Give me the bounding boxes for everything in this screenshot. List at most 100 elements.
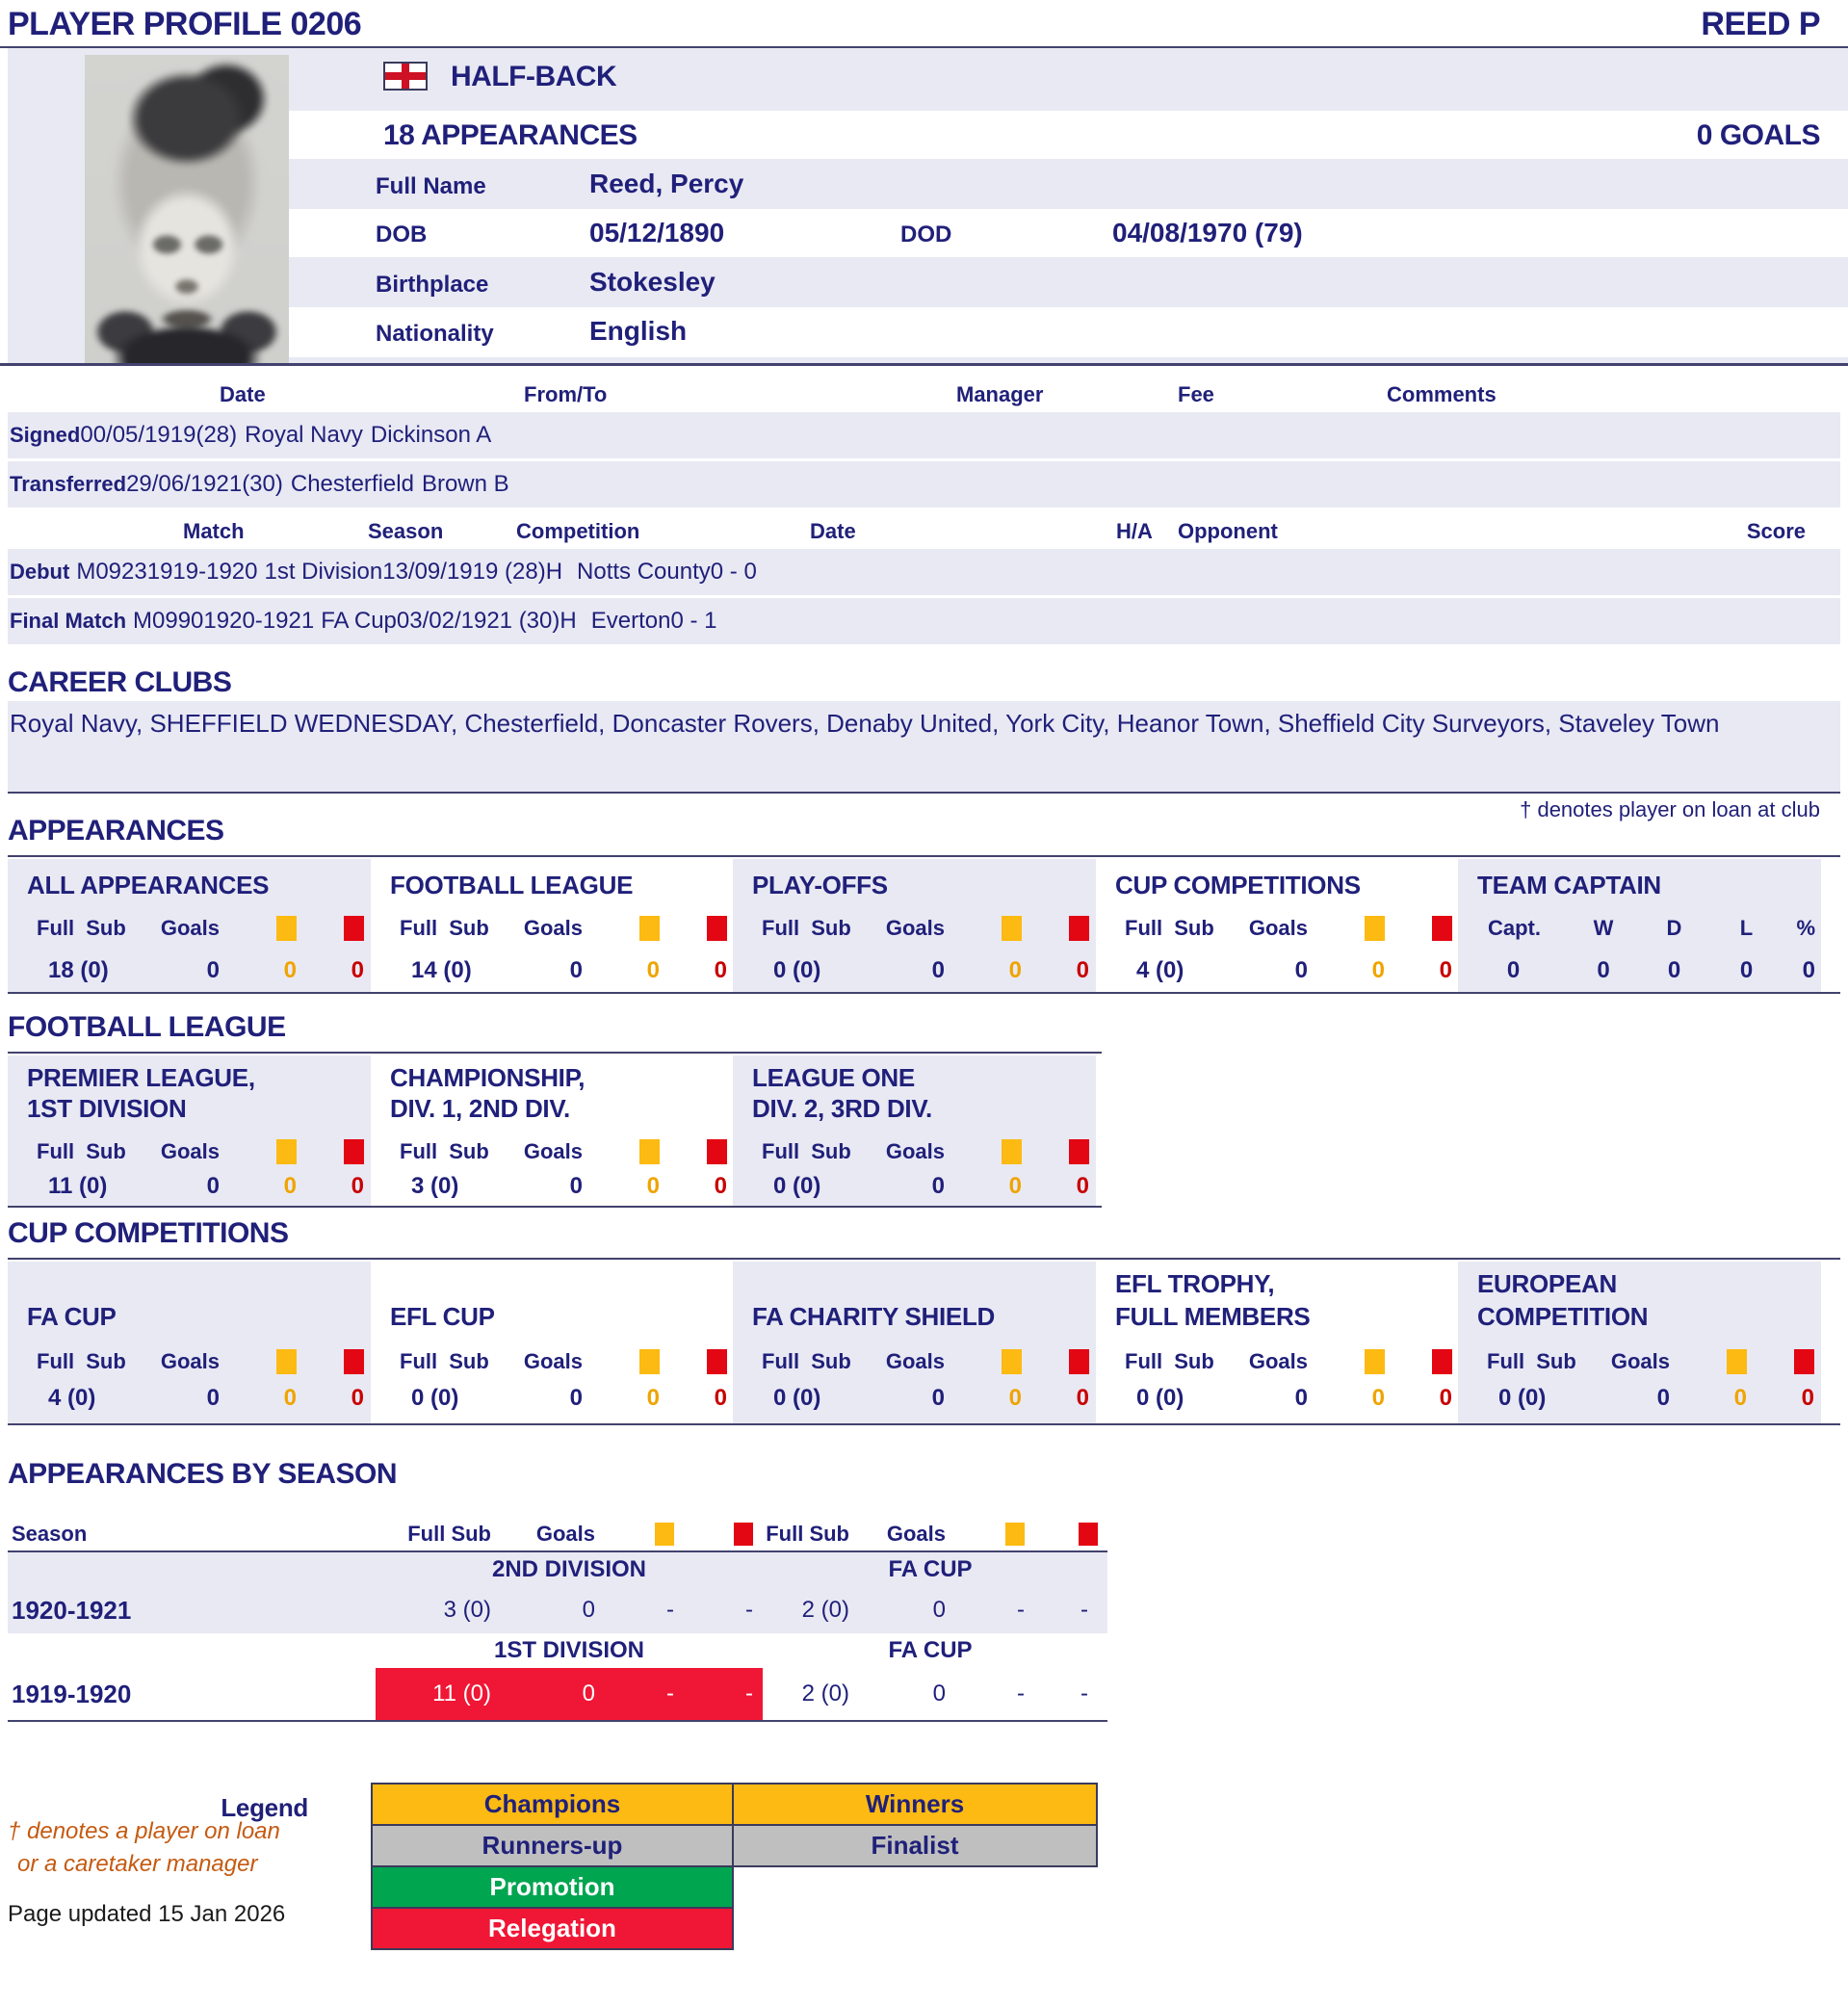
final-competition: FA Cup	[321, 608, 397, 634]
red-card-icon	[344, 916, 364, 941]
red-card-icon	[1432, 916, 1452, 941]
row-label: Transferred	[10, 472, 127, 496]
appearances-rule	[8, 855, 1840, 857]
goals-header: Goals	[1610, 1349, 1670, 1373]
page-title: PLAYER PROFILE 0206	[8, 6, 362, 42]
dod-label: DOD	[900, 221, 952, 247]
full-name-value: Reed, Percy	[589, 169, 744, 198]
yellow-value: 0	[646, 957, 660, 983]
red-value: 0	[1076, 1173, 1089, 1199]
cup-yellow: -	[1017, 1680, 1025, 1706]
by-season-heading: APPEARANCES BY SEASON	[8, 1458, 398, 1490]
d-value: 0	[1667, 957, 1681, 983]
full-sub-value: 4 (0)	[1136, 957, 1184, 983]
stat-block-championship-div2: CHAMPIONSHIP, DIV. 1, 2ND DIV. Full Sub …	[371, 1055, 734, 1206]
final-opponent: Everton	[590, 608, 671, 634]
goals-value: 0	[1656, 1385, 1670, 1411]
red-card-icon	[707, 1349, 727, 1374]
league-full-sub: 11 (0)	[432, 1680, 491, 1706]
w-value: 0	[1597, 957, 1610, 983]
block-title-line2: 1ST DIVISION	[27, 1094, 187, 1123]
w-header: W	[1593, 916, 1614, 940]
l-header: L	[1739, 916, 1754, 940]
col-score: Score	[1746, 519, 1806, 543]
cup-competitions-rule	[8, 1258, 1840, 1260]
block-title-line2: DIV. 2, 3RD DIV.	[752, 1094, 932, 1123]
red-value: 0	[714, 957, 727, 983]
red-value: 0	[1439, 957, 1452, 983]
block-title: ALL APPEARANCES	[27, 871, 270, 899]
league-yellow: -	[666, 1597, 674, 1623]
yellow-value: 0	[646, 1385, 660, 1411]
goals-value: 0	[206, 1173, 220, 1199]
yellow-value: 0	[1371, 1385, 1385, 1411]
block-title-line1: CHAMPIONSHIP,	[390, 1063, 586, 1092]
red-card-icon	[1079, 1523, 1098, 1546]
full-sub-header: Full Sub	[762, 916, 851, 940]
title-divider	[0, 46, 1848, 48]
season-row: 1919-1920 11 (0) 0 - - 2 (0) 0 - -	[8, 1668, 1107, 1720]
goals-header: Goals	[160, 1139, 220, 1163]
profile-panel	[8, 48, 1848, 364]
transfer-header-row: Date From/To Manager Fee Comments	[8, 379, 1840, 410]
block-title: FOOTBALL LEAGUE	[390, 871, 634, 899]
goals-header: Goals	[1248, 916, 1308, 940]
col-match-date: Date	[810, 519, 856, 543]
block-title-line1: EFL TROPHY,	[1115, 1269, 1275, 1298]
red-value: 0	[1439, 1385, 1452, 1411]
final-date: 03/02/1921 (30)	[396, 608, 560, 634]
row-label: Signed	[10, 423, 81, 447]
block-title: CUP COMPETITIONS	[1115, 871, 1361, 899]
col-competition: Competition	[516, 519, 640, 543]
block-title-line2: FA CHARITY SHIELD	[752, 1302, 996, 1331]
transferred-manager: Brown B	[421, 471, 509, 497]
yellow-card-icon	[1005, 1523, 1025, 1546]
appearances-heading: APPEARANCES	[8, 815, 224, 847]
goals-header: Goals	[523, 1139, 583, 1163]
season-label: 1919-1920	[12, 1679, 132, 1708]
goals-value: 0	[1294, 957, 1308, 983]
pct-header: %	[1796, 916, 1815, 940]
legend-finalist: Finalist	[732, 1824, 1098, 1867]
debut-competition: 1st Division	[264, 559, 383, 585]
col-fee: Fee	[1178, 382, 1214, 406]
football-league-rule	[8, 1052, 1102, 1054]
loan-note: † denotes player on loan at club	[1520, 797, 1820, 821]
season-row: 1920-1921 3 (0) 0 - - 2 (0) 0 - -	[8, 1587, 1107, 1633]
goals-value: 0	[1294, 1385, 1308, 1411]
goals-value: 0	[206, 957, 220, 983]
stat-block-fa-cup: FA CUP Full Sub Goals 4 (0) 0 0 0	[8, 1262, 371, 1423]
red-card-icon	[1432, 1349, 1452, 1374]
goals-header: Goals	[885, 916, 945, 940]
cup-red: -	[1080, 1597, 1088, 1623]
red-card-icon	[1069, 1139, 1089, 1164]
stat-block-football-league: FOOTBALL LEAGUE Full Sub Goals 14 (0) 0 …	[371, 859, 734, 992]
league-full-sub: 3 (0)	[443, 1597, 491, 1623]
match-row-debut: Debut M0923 1919-1920 1st Division 13/09…	[8, 549, 1840, 595]
season-col-header: Season	[12, 1522, 88, 1546]
full-name-label: Full Name	[376, 173, 486, 199]
england-flag-icon	[383, 62, 428, 91]
legend-runners-up: Runners-up	[371, 1824, 734, 1867]
league-red: -	[745, 1680, 753, 1706]
debut-ha: H	[545, 559, 563, 585]
full-sub-value: 0 (0)	[1136, 1385, 1184, 1411]
cup-goals: 0	[932, 1680, 946, 1706]
pct-value: 0	[1802, 957, 1815, 983]
full-sub-value: 11 (0)	[48, 1173, 108, 1199]
red-value: 0	[351, 1385, 364, 1411]
yellow-card-icon	[1727, 1349, 1747, 1374]
block-title-line2: EFL CUP	[390, 1302, 495, 1331]
col-manager: Manager	[956, 382, 1044, 406]
yellow-value: 0	[283, 1385, 297, 1411]
block-title: PLAY-OFFS	[752, 871, 888, 899]
full-sub-header: Full Sub	[400, 1139, 489, 1163]
stat-block-premier-div1: PREMIER LEAGUE, 1ST DIVISION Full Sub Go…	[8, 1055, 371, 1206]
full-sub-header: Full Sub	[37, 916, 126, 940]
transferred-to: Chesterfield	[290, 471, 414, 497]
goals-header: Goals	[160, 916, 220, 940]
legend-winners: Winners	[732, 1783, 1098, 1826]
debut-opponent: Notts County	[577, 559, 711, 585]
career-clubs-box: Royal Navy, SHEFFIELD WEDNESDAY, Chester…	[8, 701, 1840, 794]
yellow-card-icon	[639, 1349, 660, 1374]
